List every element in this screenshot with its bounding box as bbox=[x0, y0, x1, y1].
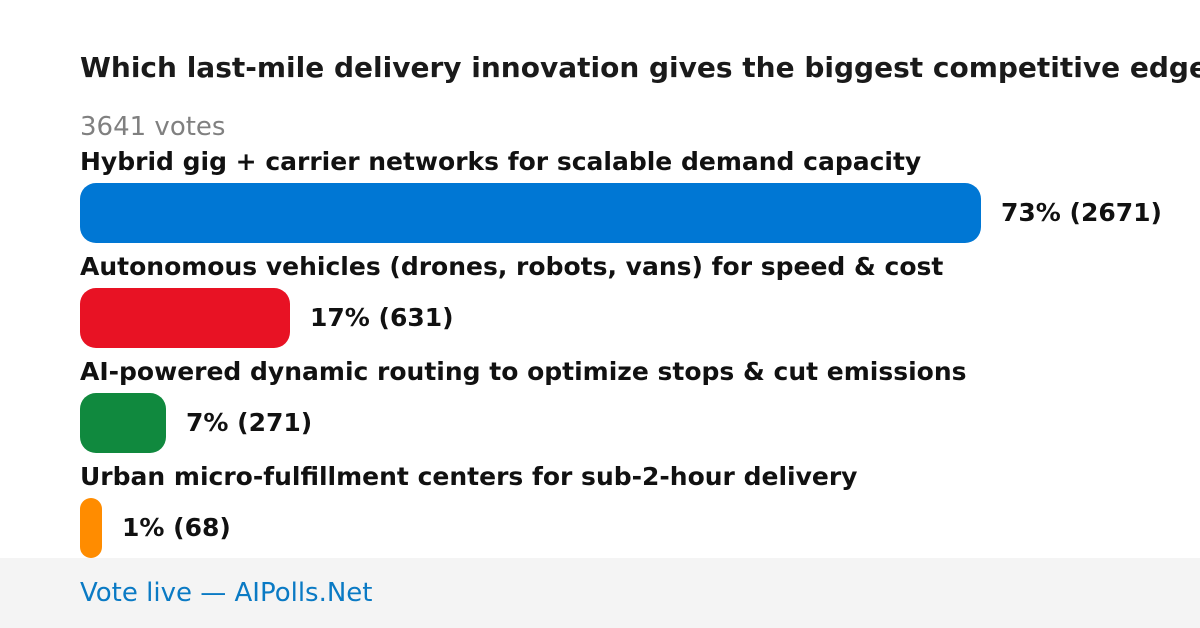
option-label: Autonomous vehicles (drones, robots, van… bbox=[80, 252, 944, 281]
result-value-label: 1% (68) bbox=[122, 513, 231, 542]
poll-question: Which last-mile delivery innovation give… bbox=[80, 51, 1200, 84]
vote-live-link[interactable]: Vote live — AIPolls.Net bbox=[80, 578, 373, 608]
option-label: Hybrid gig + carrier networks for scalab… bbox=[80, 147, 922, 176]
poll-option[interactable]: Urban micro-fulfillment centers for sub-… bbox=[80, 460, 1200, 565]
option-label: AI-powered dynamic routing to optimize s… bbox=[80, 357, 967, 386]
result-bar bbox=[80, 393, 166, 453]
poll-option[interactable]: AI-powered dynamic routing to optimize s… bbox=[80, 355, 1200, 460]
result-bar bbox=[80, 498, 102, 558]
poll-option[interactable]: Hybrid gig + carrier networks for scalab… bbox=[80, 145, 1200, 250]
result-value-label: 73% (2671) bbox=[1001, 198, 1162, 227]
result-bar bbox=[80, 183, 981, 243]
total-votes: 3641 votes bbox=[80, 112, 226, 142]
footer-bar: Vote live — AIPolls.Net bbox=[0, 558, 1200, 628]
result-value-label: 17% (631) bbox=[310, 303, 454, 332]
result-bar bbox=[80, 288, 290, 348]
option-label: Urban micro-fulfillment centers for sub-… bbox=[80, 462, 858, 491]
result-value-label: 7% (271) bbox=[186, 408, 313, 437]
poll-option[interactable]: Autonomous vehicles (drones, robots, van… bbox=[80, 250, 1200, 355]
